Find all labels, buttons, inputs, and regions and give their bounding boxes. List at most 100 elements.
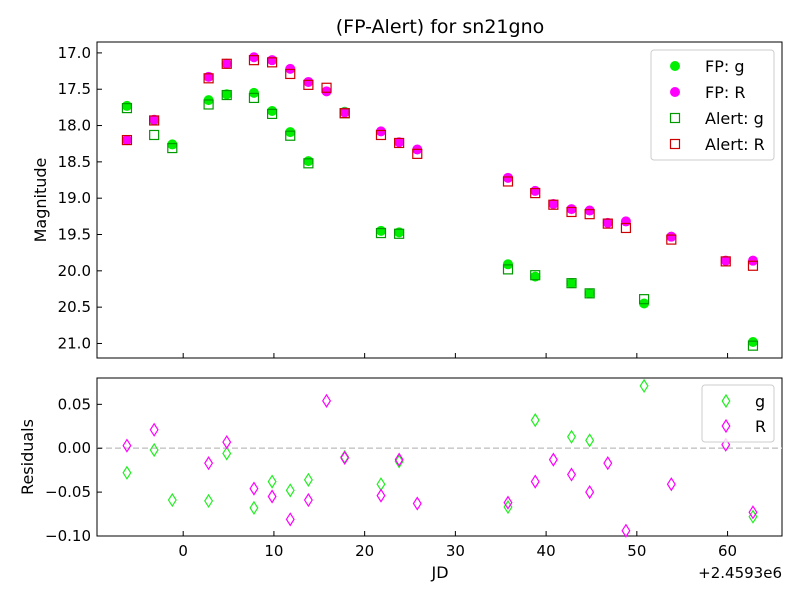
magnitude-point (747, 340, 759, 351)
magnitude-y-tick-label: 21.0 (58, 334, 91, 352)
magnitude-point (285, 127, 296, 138)
residual-point (222, 446, 232, 461)
magnitude-point (548, 199, 559, 210)
magnitude-x-ticks (182, 353, 729, 358)
magnitude-point (267, 55, 278, 66)
residual-point (530, 474, 540, 489)
magnitude-point (666, 231, 677, 242)
magnitude-point (584, 209, 595, 220)
residual-point (566, 429, 577, 444)
magnitude-point (339, 107, 350, 118)
residual-point (621, 523, 631, 538)
magnitude-point (566, 278, 577, 289)
residuals-legend-label: g (755, 392, 765, 411)
residuals-plot-frame (96, 377, 783, 537)
magnitude-point (303, 158, 314, 169)
magnitude-point (638, 294, 650, 305)
x-tick-label: 10 (264, 542, 283, 560)
magnitude-point (620, 222, 632, 234)
residual-point (566, 467, 577, 482)
magnitude-point (720, 256, 731, 267)
x-axis-offset-label: +2.4593e6 (698, 564, 782, 582)
magnitude-point (747, 337, 758, 348)
magnitude-point (530, 270, 541, 281)
magnitude-point (221, 89, 232, 100)
magnitude-point (248, 52, 259, 63)
magnitude-point (666, 234, 677, 245)
magnitude-point (303, 156, 314, 167)
residual-point (322, 393, 332, 408)
magnitude-y-tick-label: 20.5 (58, 298, 91, 316)
magnitude-point (530, 185, 541, 196)
residuals-points (122, 378, 758, 538)
magnitude-point (149, 115, 160, 126)
magnitude-point (747, 260, 759, 271)
residuals-legend[interactable]: gR (701, 384, 775, 443)
magnitude-y-tick-label: 17.5 (58, 80, 91, 98)
residual-point (666, 477, 676, 492)
magnitude-point (566, 206, 577, 218)
chart-title: (FP-Alert) for sn21gno (336, 16, 545, 38)
residual-point (204, 493, 214, 509)
magnitude-point (248, 92, 260, 104)
magnitude-point (620, 216, 631, 227)
magnitude-point (221, 58, 232, 69)
residual-point (285, 512, 295, 527)
x-tick-label: 30 (446, 542, 465, 560)
residual-point (585, 484, 595, 500)
magnitude-point (602, 218, 613, 229)
magnitude-y-tick-label: 18.0 (58, 117, 91, 135)
magnitude-point (375, 126, 386, 137)
magnitude-point (149, 129, 160, 141)
magnitude-point (221, 89, 232, 101)
residuals-y-ticks: 0.05 0.00 −0.05 −0.10 (45, 395, 102, 545)
residual-point (603, 456, 613, 471)
magnitude-point (566, 278, 577, 289)
residuals-y-axis-title: Residuals (18, 419, 37, 495)
magnitude-point (248, 55, 260, 66)
residual-point (122, 465, 132, 480)
magnitude-point (167, 139, 178, 150)
magnitude-point (584, 288, 595, 299)
magnitude-point (167, 142, 178, 154)
magnitude-y-tick-label: 20.0 (58, 262, 91, 280)
magnitude-point (267, 106, 278, 117)
magnitude-legend[interactable]: FP: g FP: R Alert: g Alert: R (650, 49, 775, 161)
residual-point (394, 454, 404, 469)
residuals-plot: 0.05 0.00 −0.05 −0.10 0 10 20 30 40 50 60 (45, 377, 783, 560)
magnitude-point (121, 134, 133, 146)
residuals-legend-label: R (755, 417, 766, 436)
magnitude-point (203, 73, 214, 84)
magnitude-point (584, 288, 595, 299)
residuals-y-tick-label: 0.00 (58, 439, 91, 457)
residuals-y-tick-label: 0.05 (58, 395, 91, 413)
x-tick-label: 60 (718, 542, 737, 560)
magnitude-point (375, 225, 386, 236)
residual-point (149, 422, 159, 437)
magnitude-y-tick-label: 19.0 (58, 189, 91, 207)
magnitude-point (121, 103, 133, 114)
residual-point (167, 492, 177, 508)
residual-point (303, 492, 313, 508)
magnitude-point (285, 68, 296, 80)
magnitude-point (221, 58, 232, 69)
magnitude-point (502, 176, 514, 187)
magnitude-point (267, 57, 278, 68)
residual-point (303, 472, 313, 487)
magnitude-point (502, 264, 514, 275)
residuals-legend-marker (721, 393, 731, 409)
residual-point (267, 489, 277, 504)
x-tick-label: 0 (178, 542, 188, 560)
residual-point (376, 488, 386, 503)
magnitude-point (602, 217, 613, 228)
magnitude-point (720, 255, 731, 266)
magnitude-legend-marker (670, 61, 680, 71)
magnitude-point (303, 79, 314, 90)
magnitude-point (149, 114, 160, 125)
magnitude-point (548, 198, 559, 209)
magnitude-legend-box (650, 49, 775, 161)
magnitude-point (375, 129, 387, 141)
x-tick-label: 20 (355, 542, 374, 560)
magnitude-point (503, 172, 513, 183)
